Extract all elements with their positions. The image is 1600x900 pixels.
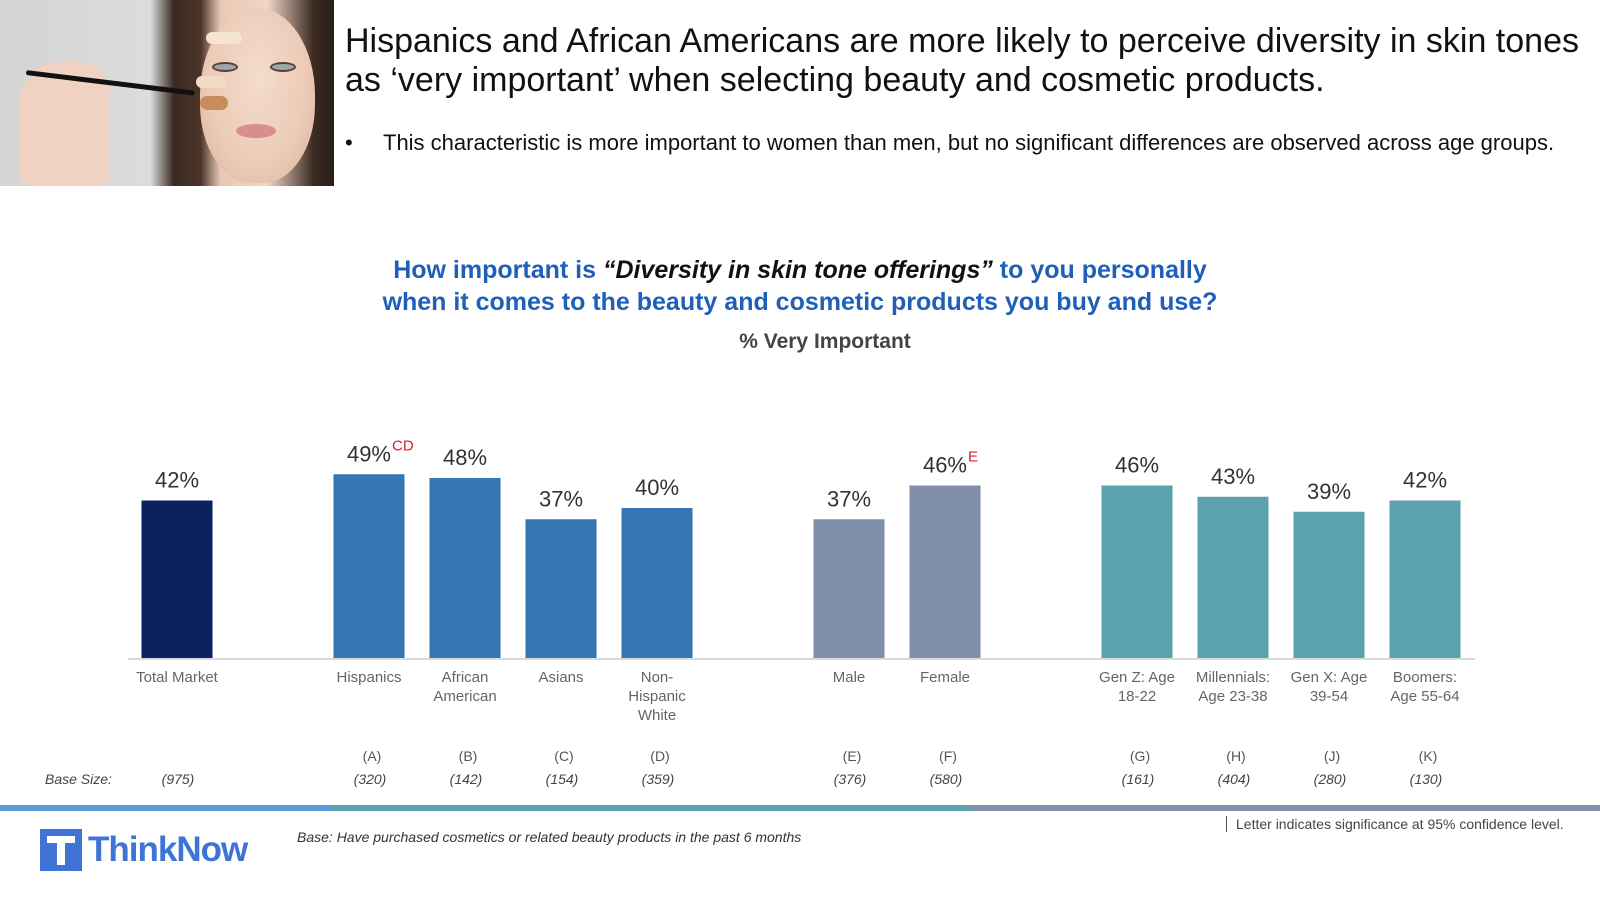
category-label: American	[433, 688, 496, 705]
thinknow-logo: ThinkNow	[40, 829, 248, 871]
category-label: Gen X: Age	[1291, 669, 1368, 686]
bar	[1293, 511, 1365, 658]
base-size-value: (376)	[834, 771, 867, 787]
footer-stripe-slate	[970, 805, 1600, 811]
category-label: Age 23-38	[1198, 688, 1267, 705]
bar	[525, 519, 597, 658]
category-label: Male	[833, 669, 866, 686]
data-label: 46%	[923, 453, 967, 478]
question-part-1: How important is	[393, 256, 603, 284]
group-letter: (J)	[1324, 748, 1340, 764]
data-label: 49%	[347, 441, 391, 466]
hero-photo-woman-applying-makeup	[0, 0, 334, 186]
category-label: Hispanic	[628, 688, 686, 705]
base-size-value: (320)	[354, 771, 387, 787]
question-part-2: to you personally	[992, 256, 1207, 284]
data-label: 48%	[443, 445, 487, 470]
base-size-label: Base Size:	[45, 771, 112, 787]
significance-marker: E	[968, 449, 978, 466]
group-letter: (A)	[363, 748, 382, 764]
foundation-swatch-dark	[200, 96, 228, 110]
base-size-value: (359)	[642, 771, 675, 787]
significance-marker: CD	[392, 437, 414, 454]
group-letter: (C)	[554, 748, 573, 764]
base-size-value: (142)	[450, 771, 483, 787]
base-size-value: (580)	[930, 771, 963, 787]
category-label: 39-54	[1310, 688, 1348, 705]
category-label: African	[442, 669, 489, 686]
base-note: Base: Have purchased cosmetics or relate…	[297, 829, 802, 845]
base-size-value: (154)	[546, 771, 579, 787]
data-label: 37%	[539, 486, 583, 511]
group-letter: (E)	[843, 748, 862, 764]
bullet-text: This characteristic is more important to…	[383, 130, 1555, 155]
data-label: 42%	[155, 468, 199, 493]
chart-question-line-1: How important is “Diversity in skin tone…	[0, 256, 1600, 285]
data-label: 42%	[1403, 468, 1447, 493]
base-size-value: (161)	[1122, 771, 1155, 787]
chart-question-line-2: when it comes to the beauty and cosmetic…	[382, 288, 1218, 316]
category-label: Asians	[538, 669, 583, 686]
category-label: Total Market	[136, 669, 219, 686]
bar	[1197, 496, 1269, 658]
data-label: 37%	[827, 486, 871, 511]
group-letter: (D)	[650, 748, 669, 764]
footer-stripe-teal	[332, 805, 970, 811]
category-label: Age 55-64	[1390, 688, 1459, 705]
category-label: Millennials:	[1196, 669, 1270, 686]
category-label: Female	[920, 669, 970, 686]
slide-headline: Hispanics and African Americans are more…	[345, 22, 1579, 99]
footer-stripe-blue	[0, 805, 332, 811]
eye-shape	[270, 62, 296, 72]
category-label: 18-22	[1118, 688, 1156, 705]
bar	[1389, 500, 1461, 658]
bullet-point: • This characteristic is more important …	[345, 128, 1555, 158]
logo-text: ThinkNow	[88, 830, 248, 869]
group-letter: (G)	[1130, 748, 1150, 764]
bar	[429, 478, 501, 658]
data-label: 40%	[635, 475, 679, 500]
base-size-value: (975)	[162, 771, 195, 787]
category-label: Non-	[641, 669, 674, 686]
category-label: White	[638, 707, 676, 724]
bar	[621, 508, 693, 658]
foundation-swatch-light	[206, 32, 242, 44]
data-label: 39%	[1307, 479, 1351, 504]
bar	[813, 519, 885, 658]
category-label: Hispanics	[336, 669, 401, 686]
category-label: Gen Z: Age	[1099, 669, 1175, 686]
eye-shape	[212, 62, 238, 72]
base-size-value: (404)	[1218, 771, 1251, 787]
lips-shape	[236, 124, 276, 138]
base-size-value: (130)	[1410, 771, 1443, 787]
question-emphasis: “Diversity in skin tone offerings”	[602, 256, 993, 284]
bullet-marker: •	[345, 130, 353, 155]
data-label: 46%	[1115, 453, 1159, 478]
bar	[141, 500, 213, 658]
group-letter: (H)	[1226, 748, 1245, 764]
foundation-swatch-mid	[196, 76, 226, 88]
significance-note: Letter indicates significance at 95% con…	[1226, 816, 1564, 832]
group-letter: (B)	[459, 748, 478, 764]
thinknow-logo-icon	[40, 829, 82, 871]
base-size-value: (280)	[1314, 771, 1347, 787]
group-letter: (K)	[1419, 748, 1438, 764]
bar	[333, 474, 405, 658]
chart-subtitle: % Very Important	[739, 330, 911, 353]
data-label: 43%	[1211, 464, 1255, 489]
bar	[1101, 485, 1173, 658]
group-letter: (F)	[939, 748, 957, 764]
bar	[909, 485, 981, 658]
category-label: Boomers:	[1393, 669, 1457, 686]
